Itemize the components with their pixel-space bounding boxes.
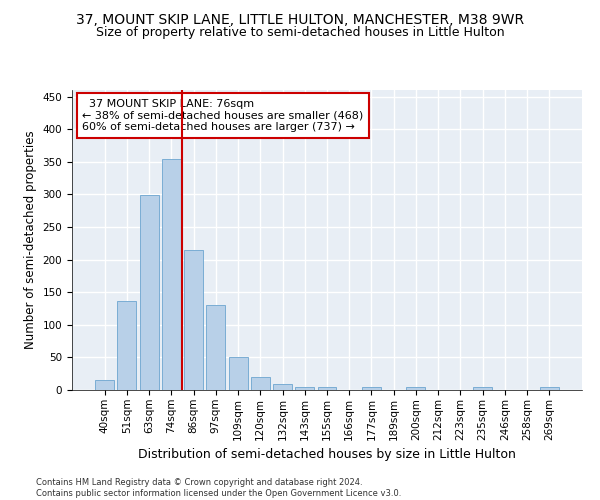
Bar (162, 159, 181, 390)
Bar (140, 195, 158, 390)
Bar (295, 386, 314, 390)
Bar (473, 388, 492, 390)
Bar (362, 388, 381, 390)
Bar (540, 388, 559, 390)
Bar (317, 386, 337, 390)
Bar (184, 250, 203, 390)
Bar (95, 380, 114, 390)
Bar (273, 384, 292, 390)
Bar (406, 388, 425, 390)
Bar (118, 302, 136, 390)
Bar (251, 377, 270, 390)
Text: Contains HM Land Registry data © Crown copyright and database right 2024.
Contai: Contains HM Land Registry data © Crown c… (36, 478, 401, 498)
Text: 37 MOUNT SKIP LANE: 76sqm  
← 38% of semi-detached houses are smaller (468)
60% : 37 MOUNT SKIP LANE: 76sqm ← 38% of semi-… (82, 99, 364, 132)
Bar (229, 358, 248, 390)
Bar (206, 305, 225, 390)
Text: 37, MOUNT SKIP LANE, LITTLE HULTON, MANCHESTER, M38 9WR: 37, MOUNT SKIP LANE, LITTLE HULTON, MANC… (76, 12, 524, 26)
Y-axis label: Number of semi-detached properties: Number of semi-detached properties (24, 130, 37, 350)
X-axis label: Distribution of semi-detached houses by size in Little Hulton: Distribution of semi-detached houses by … (138, 448, 516, 461)
Text: Size of property relative to semi-detached houses in Little Hulton: Size of property relative to semi-detach… (95, 26, 505, 39)
